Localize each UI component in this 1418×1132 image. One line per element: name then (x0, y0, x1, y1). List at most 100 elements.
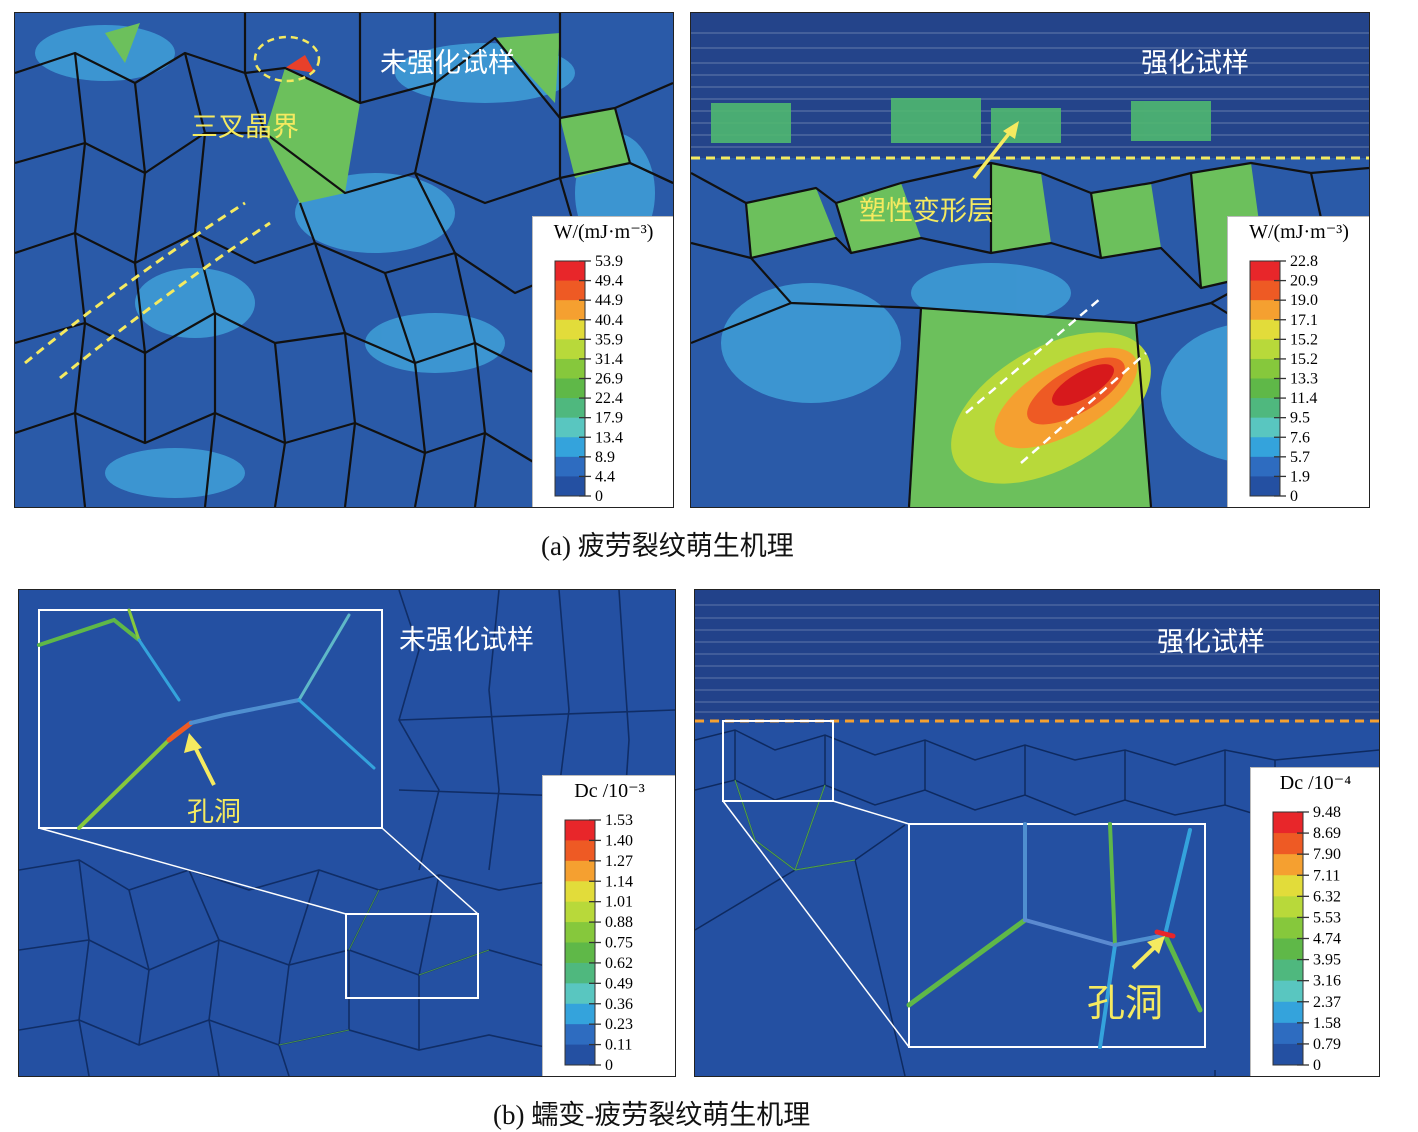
legend-scale: 1.53 1.40 1.27 1.14 1.01 0.88 0.75 0.62 0.49 0.36… (564, 812, 633, 1074)
legend-color-band (565, 1024, 595, 1046)
legend-color-band (1273, 959, 1303, 982)
legend-color-band (555, 280, 585, 301)
label-plastic-layer: 塑性变形层 (859, 196, 994, 227)
legend-color-band (565, 942, 595, 964)
legend-tick-label: 1.40 (605, 832, 633, 849)
legend-color-band (565, 962, 595, 984)
legend-color-band (1250, 398, 1280, 419)
legend-color-band (555, 261, 585, 282)
legend-color-band (555, 319, 585, 340)
legend-tick-label: 35.9 (595, 331, 623, 348)
legend-tick-label: 8.69 (1313, 825, 1341, 842)
legend-tick-label: 1.01 (605, 894, 633, 911)
legend-color-band (565, 901, 595, 923)
legend-tick-label: 6.32 (1313, 888, 1341, 905)
legend-color-band (555, 456, 585, 477)
legend-tick-label: 19.0 (1290, 292, 1318, 309)
legend-color-band (1250, 476, 1280, 497)
legend-tick-label: 0.36 (605, 996, 633, 1013)
legend-tick-label: 8.9 (595, 449, 615, 466)
legend-color-band (565, 983, 595, 1005)
legend-color-band (1250, 261, 1280, 282)
caption-b: (b) 蠕变-疲劳裂纹萌生机理 (493, 1100, 811, 1130)
legend-tick-label: 49.4 (595, 273, 623, 290)
legend-color-band (1250, 280, 1280, 301)
legend-color-band (1250, 358, 1280, 379)
legend-tick-label: 11.4 (1290, 390, 1317, 407)
label-strengthened: 强化试样 (1141, 48, 1249, 79)
legend-tick-label: 0 (1290, 488, 1298, 505)
legend-color-band (555, 398, 585, 419)
legend-scale: 22.8 20.9 19.0 17.1 15.2 15.2 13.3 11.4 9.5 7.6 5.… (1249, 253, 1318, 505)
legend-title: W/(mJ·m⁻³) (1249, 221, 1349, 243)
legend-color-band (1273, 1043, 1303, 1066)
legend-a-left: W/(mJ·m⁻³) 53.9 49.4 44.9 40.4 35.9 31.4 26.9 2… (532, 216, 673, 507)
legend-color-band (1273, 854, 1303, 876)
legend-color-band (1273, 938, 1303, 961)
panel-b-strengthened: 强化试样 孔洞 Dc /10⁻⁴ 9.48 8.69 7.90 7.11 6.32 5.5… (694, 589, 1380, 1077)
legend-tick-label: 9.48 (1313, 804, 1341, 821)
label-unstrengthened: 未强化试样 (380, 48, 515, 79)
legend-color-band (1250, 339, 1280, 360)
legend-tick-label: 26.9 (595, 371, 623, 388)
legend-color-band (555, 339, 585, 360)
label-void: 孔洞 (1087, 981, 1164, 1025)
legend-tick-label: 31.4 (595, 351, 623, 368)
legend-title: Dc /10⁻³ (574, 780, 645, 802)
legend-title: Dc /10⁻⁴ (1279, 772, 1352, 794)
legend-tick-label: 13.4 (595, 429, 623, 446)
legend-tick-label: 0.11 (605, 1037, 632, 1054)
legend-color-band (1250, 300, 1280, 321)
legend-tick-label: 5.7 (1290, 449, 1310, 466)
legend-color-band (565, 881, 595, 903)
panel-b-unstrengthened: 未强化试样 孔洞 Dc /10⁻³ 1.53 1.40 1.27 1.14 1.01 0.… (18, 589, 676, 1077)
legend-tick-label: 0.62 (605, 955, 633, 972)
grain-map-b-right (695, 590, 1379, 1076)
legend-tick-label: 4.74 (1313, 931, 1341, 948)
legend-color-band (1273, 875, 1303, 897)
legend-tick-label: 5.53 (1313, 909, 1341, 926)
legend-tick-label: 0 (605, 1057, 613, 1074)
legend-color-band (565, 840, 595, 862)
legend-tick-label: 22.4 (595, 390, 623, 407)
legend-tick-label: 3.16 (1313, 973, 1341, 990)
legend-color-band (565, 820, 595, 841)
legend-color-band (565, 1044, 595, 1066)
legend-tick-label: 1.58 (1313, 1015, 1341, 1032)
legend-tick-label: 0.23 (605, 1016, 633, 1033)
legend-tick-label: 15.2 (1290, 331, 1318, 348)
legend-color-band (1273, 917, 1303, 939)
legend-color-band (555, 378, 585, 399)
legend-a-right: W/(mJ·m⁻³) 22.8 20.9 19.0 17.1 15.2 15.2 13.3 1… (1227, 216, 1369, 507)
legend-color-band (555, 437, 585, 458)
legend-tick-label: 4.4 (595, 468, 615, 485)
legend-color-band (1273, 1001, 1303, 1024)
legend-tick-label: 0.75 (605, 935, 633, 952)
legend-tick-label: 0.79 (1313, 1036, 1341, 1053)
legend-title: W/(mJ·m⁻³) (553, 221, 654, 243)
legend-tick-label: 1.27 (605, 853, 633, 870)
legend-color-band (1250, 417, 1280, 438)
legend-tick-label: 44.9 (595, 292, 623, 309)
legend-color-band (555, 417, 585, 438)
legend-color-band (1250, 456, 1280, 477)
label-strengthened: 强化试样 (1157, 627, 1265, 658)
legend-tick-label: 7.90 (1313, 846, 1341, 863)
panel-a-unstrengthened: 未强化试样 三叉晶界 W/(mJ·m⁻³) 53.9 49.4 44.9 40.4 35… (14, 12, 674, 508)
legend-color-band (565, 1003, 595, 1025)
legend-tick-label: 17.1 (1290, 312, 1318, 329)
legend-color-band (1250, 437, 1280, 458)
legend-scale: 9.48 8.69 7.90 7.11 6.32 5.53 4.74 3.95 3.16 2.37… (1272, 804, 1341, 1074)
legend-b-left: Dc /10⁻³ 1.53 1.40 1.27 1.14 1.01 0.88 0.75 0.6… (542, 775, 675, 1076)
legend-tick-label: 2.37 (1313, 994, 1341, 1011)
legend-color-band (565, 860, 595, 882)
legend-tick-label: 20.9 (1290, 273, 1318, 290)
legend-color-band (1250, 319, 1280, 340)
legend-tick-label: 3.95 (1313, 952, 1341, 969)
legend-tick-label: 13.3 (1290, 371, 1318, 388)
legend-tick-label: 9.5 (1290, 410, 1310, 427)
legend-color-band (555, 358, 585, 379)
legend-tick-label: 22.8 (1290, 253, 1318, 270)
legend-tick-label: 17.9 (595, 410, 623, 427)
caption-a: (a) 疲劳裂纹萌生机理 (541, 531, 794, 561)
